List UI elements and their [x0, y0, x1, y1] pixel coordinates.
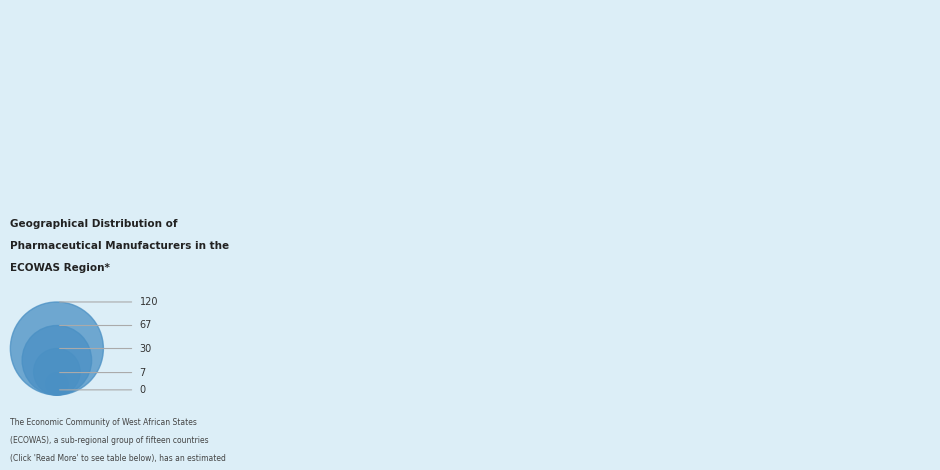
Circle shape: [34, 349, 80, 395]
Text: 67: 67: [139, 321, 152, 330]
Text: 30: 30: [139, 344, 152, 353]
Text: (Click 'Read More' to see table below), has an estimated: (Click 'Read More' to see table below), …: [10, 454, 227, 463]
Text: 120: 120: [139, 297, 158, 307]
Text: 0: 0: [139, 385, 146, 395]
Text: (ECOWAS), a sub-regional group of fifteen countries: (ECOWAS), a sub-regional group of fiftee…: [10, 436, 209, 446]
Circle shape: [46, 373, 68, 395]
Text: Geographical Distribution of: Geographical Distribution of: [10, 219, 178, 229]
Circle shape: [10, 302, 103, 395]
Text: 7: 7: [139, 368, 146, 377]
Circle shape: [23, 326, 91, 395]
Circle shape: [55, 390, 59, 395]
Text: Pharmaceutical Manufacturers in the: Pharmaceutical Manufacturers in the: [10, 241, 229, 251]
Text: The Economic Community of West African States: The Economic Community of West African S…: [10, 418, 197, 427]
Text: ECOWAS Region*: ECOWAS Region*: [10, 263, 110, 273]
